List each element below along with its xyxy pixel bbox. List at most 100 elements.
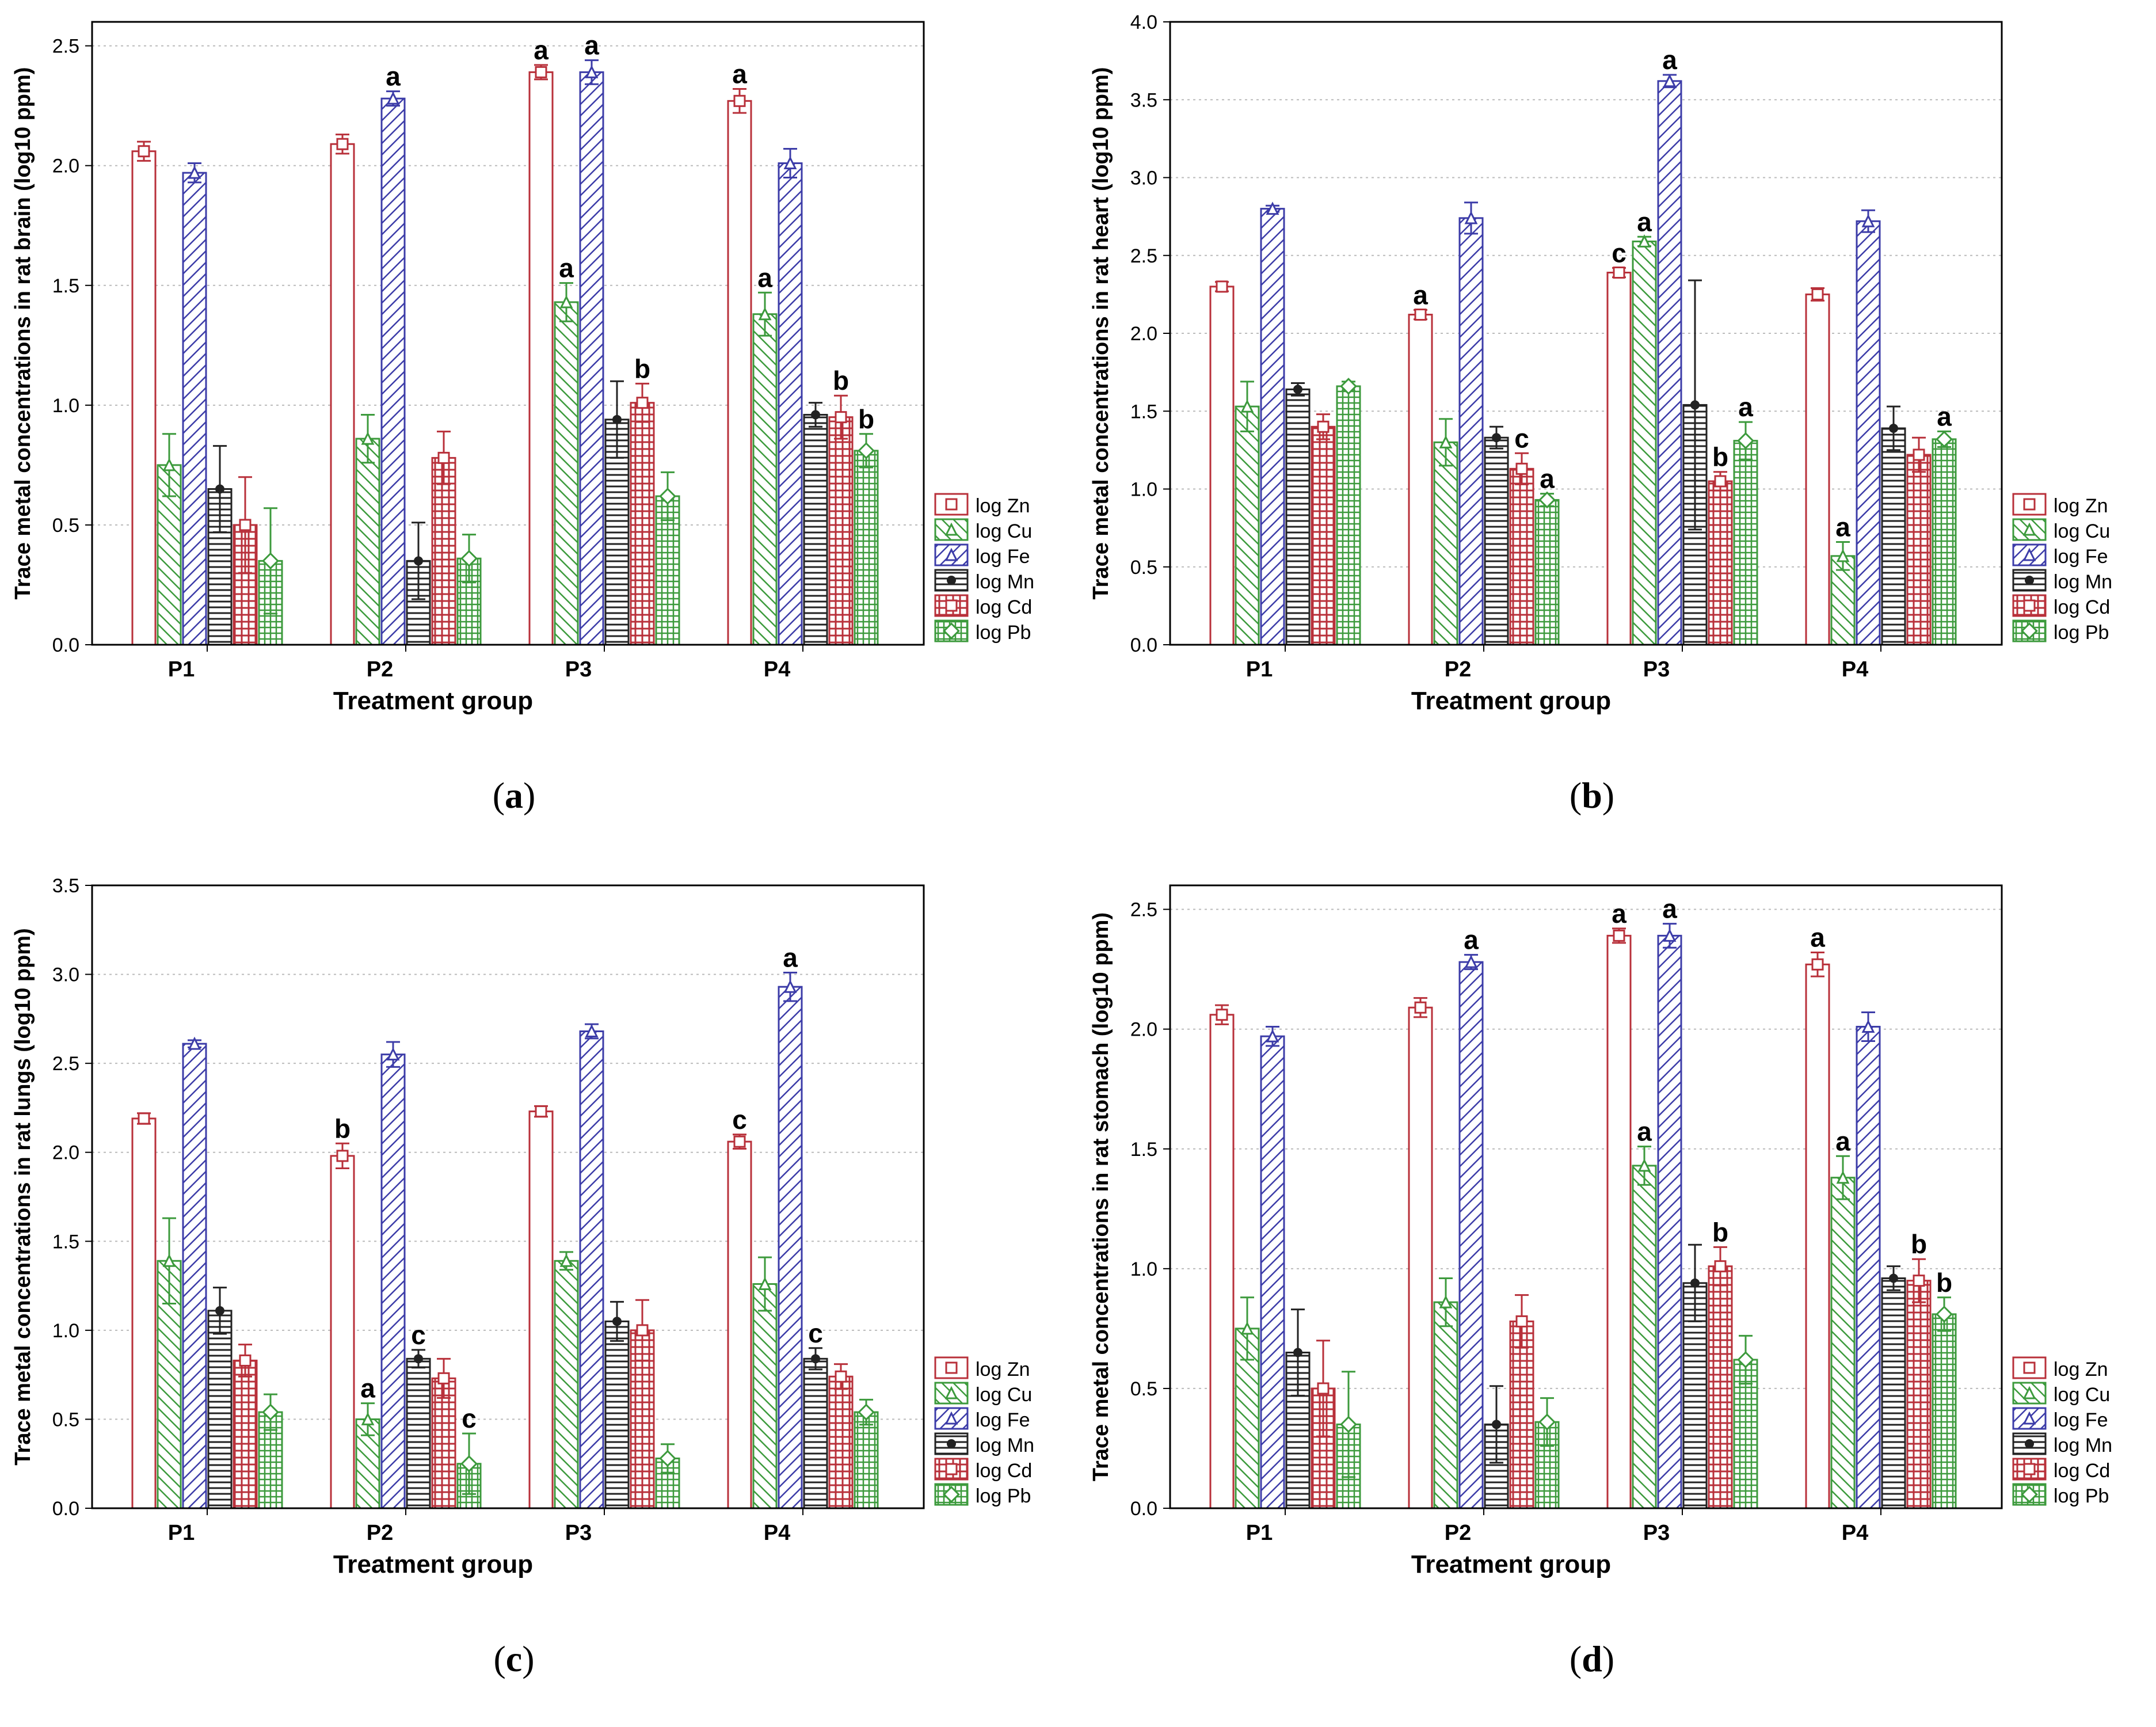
bar-fe (579, 71, 604, 646)
x-axis-label: Treatment group (333, 1550, 533, 1578)
significance-label: b (858, 404, 874, 434)
y-tick-label: 3.0 (1130, 168, 1157, 189)
y-tick-label: 2.5 (1130, 245, 1157, 267)
bar-cu (1433, 441, 1458, 646)
legend-marker (944, 522, 958, 536)
bar-mn (1881, 1277, 1906, 1509)
y-axis-label: Trace metal concentrations in rat heart … (1089, 67, 1113, 600)
legend-label: log Zn (2054, 495, 2108, 517)
legend-label: log Pb (976, 1485, 1031, 1507)
bar-fe (1657, 80, 1682, 646)
significance-label: b (634, 353, 650, 383)
legend-marker (944, 1386, 958, 1399)
bar-marker (1613, 929, 1625, 942)
bar-cd (1906, 1280, 1932, 1509)
bar-zn (1805, 963, 1830, 1509)
significance-label: a (1835, 512, 1850, 542)
legend-label: log Pb (976, 622, 1031, 644)
bar-marker (138, 145, 150, 158)
bar-cd (1708, 480, 1733, 646)
bar-marker (386, 91, 400, 105)
bar-marker (758, 1277, 772, 1290)
legend-label: log Fe (2054, 1409, 2108, 1431)
significance-label: c (462, 1403, 477, 1433)
y-tick-label: 1.5 (1130, 401, 1157, 423)
bar-marker (636, 397, 649, 409)
legend-marker (2022, 1386, 2036, 1399)
bar-marker (1439, 1295, 1453, 1308)
bar-zn (1209, 1014, 1235, 1509)
bar-marker (858, 1403, 875, 1421)
bar-marker (138, 1112, 150, 1125)
bar-marker (239, 1354, 252, 1367)
bar-marker (1266, 1029, 1279, 1043)
legend-marker (944, 547, 958, 561)
panel-b: 0.0 0.5 1.0 1.5 2.0 2.5 3.0 3.5 4.0 P1 a c a P2 c a a b a P… (1078, 0, 2156, 864)
bar-marker (414, 1354, 423, 1364)
bar-mn (406, 1357, 431, 1509)
y-tick-label: 0.5 (1130, 1378, 1157, 1400)
y-tick-label: 3.0 (52, 964, 79, 986)
bar-cd (1311, 425, 1336, 646)
legend-marker (945, 498, 958, 511)
bar-marker (612, 1317, 622, 1326)
bar-cd (630, 402, 655, 646)
significance-label: b (334, 1113, 351, 1143)
bar-marker (386, 1047, 400, 1061)
y-tick-label: 1.5 (52, 1231, 79, 1253)
significance-label: a (1612, 899, 1626, 929)
legend-marker (2022, 1411, 2036, 1425)
bar-marker (188, 165, 201, 179)
bar-zn (1408, 1006, 1433, 1509)
y-tick-label: 0.5 (52, 1409, 79, 1431)
y-tick-label: 1.0 (1130, 1258, 1157, 1280)
significance-label: a (757, 263, 772, 292)
x-tick-label: P2 (367, 657, 393, 682)
bar-marker (1340, 378, 1357, 395)
bar-cu (1632, 240, 1657, 646)
significance-label: a (386, 62, 401, 92)
legend-label: log Cd (976, 596, 1032, 618)
bar-marker (1538, 491, 1556, 509)
significance-label: a (1662, 45, 1677, 75)
bar-cd (431, 1377, 456, 1509)
bar-marker (162, 458, 176, 471)
bar-zn (330, 1155, 355, 1509)
y-tick-label: 0.5 (52, 515, 79, 537)
bar-zn (1408, 314, 1433, 646)
bar-marker (1663, 929, 1677, 942)
bar-marker (1861, 1020, 1875, 1033)
bar-marker (1216, 1009, 1228, 1021)
bar-marker (1690, 1278, 1700, 1288)
x-tick-label: P3 (565, 1521, 592, 1545)
bar-marker (1216, 280, 1228, 293)
panel-a: 0.0 0.5 1.0 1.5 2.0 2.5 P1 a P2 a a a b P3 a a b b P4 Treat… (0, 0, 1078, 864)
legend-marker (2022, 547, 2036, 561)
bar-marker (215, 484, 224, 494)
x-axis-label: Treatment group (1411, 687, 1611, 715)
y-tick-label: 2.0 (1130, 323, 1157, 345)
bar-marker (460, 1455, 478, 1473)
bar-marker (1293, 1348, 1302, 1357)
legend-label: log Cu (2054, 520, 2110, 542)
y-tick-label: 2.5 (52, 1053, 79, 1075)
bar-cd (828, 1375, 854, 1509)
bar-cu (1632, 1165, 1657, 1509)
bar-marker (336, 138, 349, 150)
bar-marker (835, 1370, 847, 1383)
y-tick-label: 1.0 (1130, 479, 1157, 501)
panel-caption: (b) (1569, 775, 1615, 816)
legend-marker (2025, 576, 2034, 585)
y-axis-label: Trace metal concentrations in rat stomac… (1089, 912, 1113, 1481)
y-tick-label: 1.5 (1130, 1139, 1157, 1161)
y-tick-label: 4.0 (1130, 12, 1157, 33)
bar-fe (1260, 208, 1285, 646)
bar-mn (803, 413, 828, 646)
bar-cd (431, 457, 456, 646)
legend-label: log Fe (2054, 546, 2108, 568)
significance-label: a (1637, 207, 1652, 237)
bar-marker (636, 1324, 649, 1337)
bar-fe (182, 1043, 207, 1509)
panel-caption: (a) (492, 775, 536, 816)
bar-marker (559, 295, 573, 309)
